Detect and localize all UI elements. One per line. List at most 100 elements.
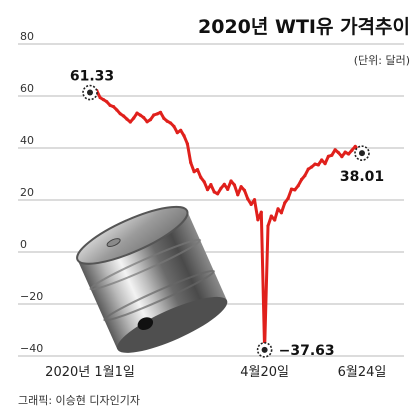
data-point: [168, 121, 173, 125]
data-point: [145, 120, 149, 124]
data-point: [98, 95, 102, 100]
data-point: [273, 218, 277, 222]
data-point: [138, 113, 142, 117]
data-point: [236, 193, 240, 197]
data-point: [320, 158, 324, 162]
data-point: [179, 128, 183, 132]
series-line: [88, 89, 364, 352]
barrel-bung: [137, 317, 154, 331]
data-point: [336, 151, 341, 155]
data-point: [276, 207, 280, 211]
data-point: [246, 197, 250, 201]
data-point: [242, 188, 247, 192]
data-point: [108, 103, 112, 107]
oil-barrel-illustration: [76, 205, 228, 353]
data-point: [279, 211, 284, 215]
unit-label: (단위: 달러): [354, 54, 410, 67]
annotation-layer: 61.33 −37.63 38.01: [70, 69, 384, 359]
barrel-ring-lower: [103, 269, 215, 322]
data-point: [216, 192, 220, 196]
data-point: [189, 160, 193, 165]
highlight-dot: [261, 346, 268, 353]
data-point: [346, 152, 351, 156]
data-label: 61.33: [70, 69, 114, 85]
data-point: [185, 142, 189, 146]
y-axis: 80 60 40 20 0 −20 −40: [20, 30, 43, 355]
data-point: [296, 184, 300, 188]
data-point: [152, 113, 156, 117]
data-point: [118, 112, 122, 116]
data-point: [310, 165, 314, 169]
data-point: [293, 188, 297, 192]
data-point: [266, 224, 270, 228]
data-point: [289, 187, 294, 191]
data-point: [283, 201, 287, 205]
highlight-dot: [359, 150, 365, 157]
data-point: [175, 131, 179, 135]
data-point: [135, 111, 139, 115]
y-tick-label: −20: [20, 290, 43, 303]
data-point: [326, 154, 331, 158]
data-label: −37.63: [279, 343, 335, 359]
data-point: [299, 177, 304, 182]
data-point: [269, 214, 273, 218]
data-point: [303, 173, 307, 178]
y-tick-label: 40: [20, 134, 34, 147]
data-point: [222, 182, 226, 186]
chart-title: 2020년 WTI유 가격추이: [198, 16, 410, 38]
data-point: [115, 108, 119, 112]
data-point: [353, 144, 357, 149]
y-tick-label: 80: [20, 30, 34, 43]
data-point: [162, 116, 166, 120]
data-point: [330, 153, 334, 157]
credit: 그래픽: 이승현 디자인기자: [18, 394, 140, 407]
barrel-lid: [76, 205, 189, 265]
y-tick-label: −40: [20, 342, 43, 355]
data-point: [125, 117, 129, 121]
data-point: [172, 124, 176, 129]
y-tick-label: 60: [20, 82, 34, 95]
data-point: [212, 190, 216, 194]
highlight-dot: [87, 89, 93, 96]
barrel-cap: [106, 238, 121, 248]
data-point: [219, 186, 223, 190]
data-point: [323, 162, 327, 166]
data-point: [148, 118, 153, 122]
marker-layer: [82, 84, 370, 358]
x-tick-label: 4월20일: [240, 365, 289, 380]
x-tick-label: 2020년 1월1일: [45, 365, 135, 380]
data-point: [101, 98, 106, 102]
x-axis: 2020년 1월1일 4월20일 6월24일: [45, 365, 386, 380]
data-point: [229, 179, 233, 183]
data-point: [209, 183, 213, 187]
data-point: [158, 110, 163, 114]
data-point: [199, 175, 203, 179]
data-point: [182, 134, 186, 138]
data-point: [316, 163, 320, 167]
data-point: [142, 115, 146, 120]
data-point: [256, 218, 260, 222]
data-point: [202, 180, 206, 184]
data-point: [165, 119, 169, 123]
data-point: [343, 150, 347, 154]
data-point: [259, 210, 263, 214]
data-point: [128, 120, 132, 124]
data-point: [313, 162, 317, 166]
data-point: [226, 187, 230, 191]
data-point: [333, 148, 337, 152]
data-point: [121, 114, 126, 118]
data-point: [232, 183, 236, 187]
data-point: [306, 167, 310, 171]
data-point: [105, 100, 109, 104]
barrel-bottom: [117, 296, 228, 353]
y-tick-label: 0: [20, 238, 27, 251]
data-point: [132, 116, 136, 120]
barrel-ring-upper: [89, 238, 202, 291]
data-point: [239, 185, 243, 189]
data-point: [195, 167, 200, 172]
data-point: [155, 112, 159, 116]
data-point: [249, 202, 253, 207]
data-label: 38.01: [340, 169, 384, 185]
